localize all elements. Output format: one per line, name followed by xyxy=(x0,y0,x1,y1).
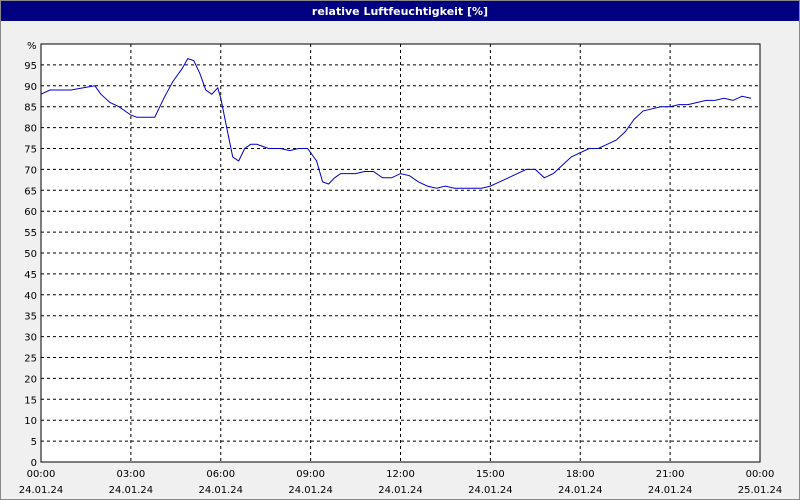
y-tick-label: 70 xyxy=(24,165,37,176)
y-tick-label: 65 xyxy=(24,186,37,197)
y-tick-label: 80 xyxy=(24,124,37,135)
grid-lines xyxy=(41,44,760,462)
y-tick-label: 10 xyxy=(24,416,37,427)
y-tick-label: 45 xyxy=(24,270,37,281)
y-tick-label: 35 xyxy=(24,312,37,323)
x-tick-time-label: 00:00 xyxy=(27,469,56,480)
x-tick-labels: 00:00 24.01.24 03:00 24.01.24 06:00 24.01.24 0… xyxy=(19,469,783,496)
x-tick-date-label: 24.01.24 xyxy=(19,485,64,496)
y-tick-label: 20 xyxy=(24,374,37,385)
x-tick-time-label: 12:00 xyxy=(386,469,415,480)
humidity-series-line xyxy=(40,57,752,189)
y-tick-label: 0 xyxy=(31,458,37,469)
y-tick-label: 55 xyxy=(24,228,37,239)
y-tick-label: 15 xyxy=(24,395,37,406)
y-tick-label: 50 xyxy=(24,249,37,260)
x-tick-time-label: 15:00 xyxy=(476,469,505,480)
y-tick-label: 60 xyxy=(24,207,37,218)
chart-title: relative Luftfeuchtigkeit [%] xyxy=(1,1,799,21)
x-tick-date-label: 24.01.24 xyxy=(558,485,603,496)
y-unit-label: % xyxy=(27,41,37,52)
y-tick-label: 40 xyxy=(24,291,37,302)
x-tick-time-label: 18:00 xyxy=(566,469,595,480)
x-tick-date-label: 24.01.24 xyxy=(198,485,243,496)
y-tick-label: 90 xyxy=(24,82,37,93)
y-tick-label: 25 xyxy=(24,354,37,365)
y-tick-label: 95 xyxy=(24,61,37,72)
y-tick-labels: 0 5 10 15 20 25 30 35 40 45 50 55 60 65 70 75 80 85 90 95 xyxy=(24,61,37,469)
x-tick-date-label: 24.01.24 xyxy=(648,485,693,496)
x-tick-time-label: 06:00 xyxy=(206,469,235,480)
x-tick-time-label: 00:00 xyxy=(746,469,775,480)
y-tick-label: 75 xyxy=(24,145,37,156)
x-tick-date-label: 24.01.24 xyxy=(109,485,154,496)
x-tick-date-label: 24.01.24 xyxy=(378,485,423,496)
x-tick-time-label: 09:00 xyxy=(296,469,325,480)
chart-area: 0 5 10 15 20 25 30 35 40 45 50 55 60 65 70 75 80 85 90 95 0… xyxy=(19,41,783,496)
x-tick-date-label: 24.01.24 xyxy=(468,485,513,496)
x-tick-time-label: 21:00 xyxy=(656,469,685,480)
y-tick-label: 30 xyxy=(24,333,37,344)
x-tick-date-label: 25.01.24 xyxy=(738,485,783,496)
y-tick-label: 85 xyxy=(24,103,37,114)
x-tick-date-label: 24.01.24 xyxy=(288,485,333,496)
x-tick-time-label: 03:00 xyxy=(116,469,145,480)
y-tick-label: 5 xyxy=(31,437,37,448)
